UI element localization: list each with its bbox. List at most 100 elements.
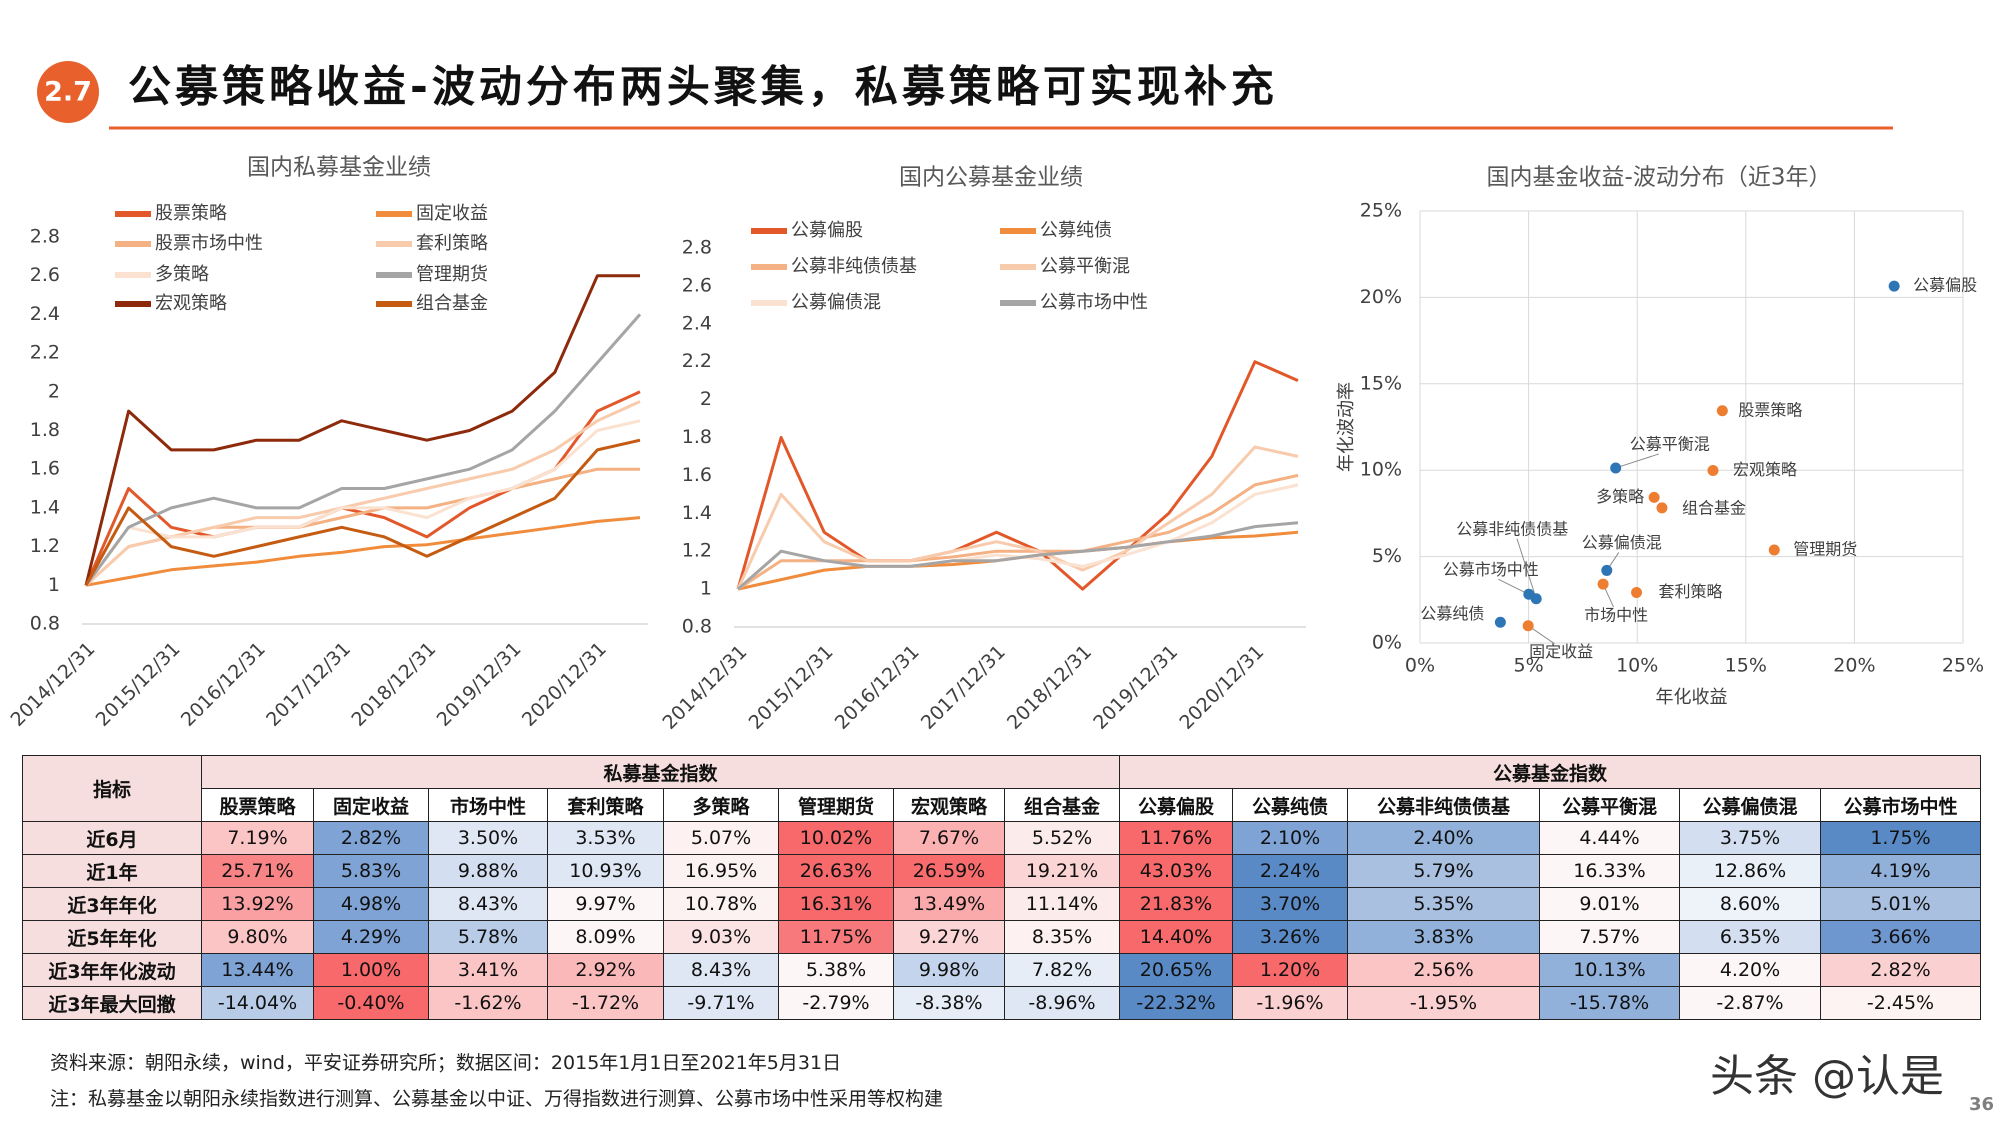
table-cell: 4.98% [313,887,429,921]
column-header: 市场中性 [428,788,548,822]
table-cell: 10.13% [1539,953,1680,987]
x-tick-label: 2018/12/31 [347,638,440,731]
x-tick-label: 0% [1405,655,1435,677]
y-axis-title: 年化波动率 [1336,382,1357,472]
column-header: 管理期货 [778,788,894,822]
scatter-point [1601,564,1613,576]
row-label: 近3年年化 [22,887,202,921]
column-header: 宏观策略 [893,788,1005,822]
y-tick-label: 1 [48,574,60,596]
table-cell: 10.93% [547,854,664,888]
legend-label: 公募非纯债债基 [791,256,917,277]
y-tick-label: 20% [1360,286,1402,308]
x-axis-title: 年化收益 [1656,687,1728,708]
table-cell: -2.45% [1820,986,1981,1020]
leader-line [1516,538,1537,599]
table-cell: 5.52% [1004,821,1120,855]
section-number: 2.7 [44,77,92,108]
legend-label: 管理期货 [416,264,488,285]
table-cell: -1.96% [1232,986,1348,1020]
table-cell: 5.38% [778,953,894,987]
chart-title: 国内私募基金业绩 [247,155,431,181]
column-header: 组合基金 [1004,788,1120,822]
table-cell: 5.78% [428,920,548,954]
table-cell: 2.40% [1347,821,1540,855]
table-cell: 9.01% [1539,887,1680,921]
series-line [84,274,640,586]
table-cell: 11.76% [1119,821,1233,855]
point-label: 公募纯债 [1420,604,1484,623]
legend-label: 宏观策略 [155,293,227,314]
column-header: 固定收益 [313,788,429,822]
y-tick-label: 1.6 [30,458,60,480]
legend-label: 公募纯债 [1040,220,1112,241]
legend-label: 套利策略 [416,233,488,254]
legend-label: 公募市场中性 [1040,292,1148,313]
x-tick-label: 2016/12/31 [831,641,924,734]
table-cell: 19.21% [1004,854,1120,888]
scatter-point [1716,405,1728,417]
table-cell: 11.14% [1004,887,1120,921]
table-cell: 5.79% [1347,854,1540,888]
x-tick-label: 2015/12/31 [92,638,185,731]
column-header: 公募偏股 [1119,788,1233,822]
row-label: 近1年 [22,854,202,888]
table-row: 近3年年化波动 13.44% 1.00% 3.41% 2.92% 8.43% 5.38% 9.… [22,953,1981,987]
table-cell: 7.67% [893,821,1005,855]
slide-title: 公募策略收益-波动分布两头聚集，私募策略可实现补充 [128,63,1278,113]
point-label: 组合基金 [1682,498,1746,517]
y-tick-label: 0% [1372,632,1402,654]
y-tick-label: 2 [48,380,60,402]
table-cell: 2.82% [313,821,429,855]
table-cell: 3.26% [1232,920,1348,954]
group-header: 公募基金指数 [1119,755,1981,789]
y-tick-label: 2.8 [682,237,712,259]
table-cell: 3.41% [428,953,548,987]
table-cell: 16.95% [663,854,779,888]
chart-title: 国内公募基金业绩 [899,165,1083,191]
table-cell: 9.97% [547,887,664,921]
scatter-point [1610,462,1622,474]
table-cell: 8.35% [1004,920,1120,954]
row-label: 近3年最大回撤 [22,986,202,1020]
x-tick-label: 2017/12/31 [262,638,355,731]
source-note: 资料来源：朝阳永续，wind，平安证券研究所；数据区间：2015年1月1日至20… [50,1052,842,1074]
y-tick-label: 1 [700,578,712,600]
table-cell: 1.20% [1232,953,1348,987]
x-tick-label: 2019/12/31 [433,638,526,731]
table-cell: 4.19% [1820,854,1981,888]
table-cell: 8.43% [663,953,779,987]
table-cell: 2.92% [547,953,664,987]
table-cell: -1.62% [428,986,548,1020]
x-tick-label: 2014/12/31 [658,641,751,734]
table-cell: -8.96% [1004,986,1120,1020]
scatter-point [1707,465,1719,477]
table-cell: 2.82% [1820,953,1981,987]
table-cell: 9.03% [663,920,779,954]
legend-label: 股票策略 [155,203,227,224]
point-label: 公募平衡混 [1630,434,1710,453]
y-tick-label: 1.2 [682,540,712,562]
table-row: 近1年 25.71% 5.83% 9.88% 10.93% 16.95% 26.63% 26.… [22,854,1981,888]
y-tick-label: 2.2 [30,342,60,364]
x-tick-label: 2016/12/31 [177,638,270,731]
table-cell: 1.00% [313,953,429,987]
watermark: 头条 @认是 [1710,1051,1944,1102]
table-cell: 10.78% [663,887,779,921]
column-header: 多策略 [663,788,779,822]
table-cell: 5.01% [1820,887,1981,921]
table-cell: 3.50% [428,821,548,855]
x-tick-label: 15% [1725,655,1767,677]
table-cell: 25.71% [201,854,314,888]
table-cell: 14.40% [1119,920,1233,954]
group-header-row: 指标 私募基金指数 公募基金指数 [22,755,1981,822]
table-cell: -15.78% [1539,986,1680,1020]
table-cell: 3.70% [1232,887,1348,921]
legend-label: 多策略 [155,264,209,285]
column-header: 股票策略 [201,788,314,822]
legend-label: 公募偏股 [791,220,863,241]
table-cell: 4.29% [313,920,429,954]
legend-label: 固定收益 [416,203,488,224]
table-cell: 7.19% [201,821,314,855]
x-tick-label: 2020/12/31 [1175,641,1268,734]
